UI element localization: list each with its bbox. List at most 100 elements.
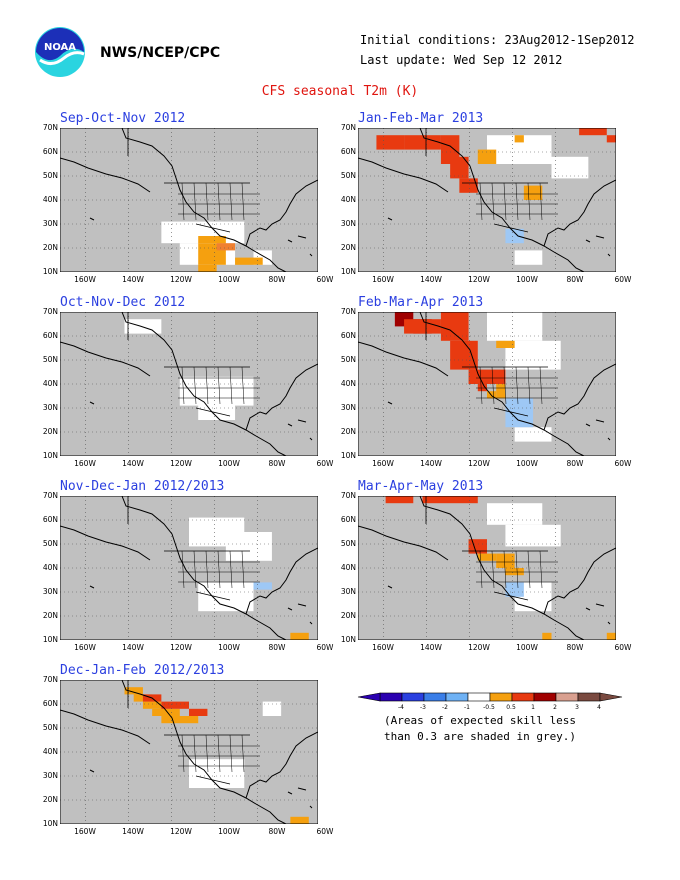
color-legend: -4 -3 -2 -1 -0.5 0.5 1 2 3 4 xyxy=(357,692,623,711)
y-tick-label: 70N xyxy=(42,491,58,500)
anomaly-cell xyxy=(606,632,616,640)
anomaly-cell xyxy=(290,816,309,824)
anomaly-cell xyxy=(496,340,515,348)
anomaly-cell xyxy=(198,236,226,244)
x-tick-label: 140W xyxy=(122,643,144,652)
x-tick-label: 100W xyxy=(218,275,240,284)
legend-tick-label: 2 xyxy=(553,704,557,711)
legend-swatch xyxy=(467,692,491,702)
anomaly-cell xyxy=(385,496,414,504)
y-tick-label: 20N xyxy=(42,427,58,436)
x-tick-label: 60W xyxy=(316,827,334,836)
initial-conditions: Initial conditions: 23Aug2012-1Sep2012 xyxy=(360,33,635,47)
legend-tick-label: -2 xyxy=(442,704,448,711)
anomaly-cell xyxy=(142,701,162,709)
x-tick-label: 160W xyxy=(372,643,394,652)
y-tick-label: 30N xyxy=(42,771,58,780)
y-tick-label: 10N xyxy=(340,267,356,276)
y-tick-label: 10N xyxy=(42,819,58,828)
x-tick-label: 80W xyxy=(566,459,584,468)
panel-title: Nov-Dec-Jan 2012/2013 xyxy=(60,479,225,494)
x-tick-label: 160W xyxy=(74,459,96,468)
x-tick-label: 100W xyxy=(516,643,538,652)
x-tick-label: 140W xyxy=(420,643,442,652)
y-tick-label: 10N xyxy=(42,451,58,460)
y-tick-label: 10N xyxy=(340,451,356,460)
y-tick-label: 60N xyxy=(340,331,356,340)
legend-tick-label: -3 xyxy=(420,704,426,711)
x-tick-label: 60W xyxy=(316,459,334,468)
x-tick-label: 160W xyxy=(74,275,96,284)
legend-swatch xyxy=(379,692,403,702)
legend-swatch xyxy=(445,692,469,702)
y-tick-label: 70N xyxy=(340,307,356,316)
x-tick-label: 160W xyxy=(372,275,394,284)
y-tick-label: 60N xyxy=(340,515,356,524)
org-name: NWS/NCEP/CPC xyxy=(100,45,221,61)
y-tick-label: 70N xyxy=(340,123,356,132)
x-tick-label: 80W xyxy=(268,459,286,468)
y-tick-label: 50N xyxy=(340,171,356,180)
forecast-map xyxy=(60,128,318,272)
x-tick-label: 160W xyxy=(74,643,96,652)
x-tick-label: 140W xyxy=(122,827,144,836)
logo-text: NOAA xyxy=(44,42,76,53)
anomaly-cell xyxy=(253,582,272,590)
x-tick-label: 120W xyxy=(170,827,192,836)
anomaly-cell xyxy=(290,632,309,640)
legend-high-arrow xyxy=(599,692,623,702)
y-tick-label: 40N xyxy=(340,379,356,388)
x-tick-label: 100W xyxy=(516,275,538,284)
anomaly-cell xyxy=(542,632,552,640)
anomaly-cell xyxy=(161,701,189,709)
anomaly-cell xyxy=(459,178,478,193)
y-tick-label: 20N xyxy=(42,243,58,252)
x-tick-label: 60W xyxy=(316,643,334,652)
y-tick-label: 70N xyxy=(42,675,58,684)
legend-note-line1: (Areas of expected skill less xyxy=(384,714,577,727)
forecast-map xyxy=(358,128,616,272)
anomaly-cell xyxy=(514,135,524,143)
panel-title: Oct-Nov-Dec 2012 xyxy=(60,295,186,310)
x-tick-label: 60W xyxy=(614,643,632,652)
y-tick-label: 60N xyxy=(42,515,58,524)
anomaly-cell xyxy=(477,384,487,392)
y-tick-label: 30N xyxy=(340,219,356,228)
y-tick-label: 40N xyxy=(42,379,58,388)
anomaly-cell xyxy=(505,228,524,244)
x-tick-label: 60W xyxy=(614,459,632,468)
panel-title: Dec-Jan-Feb 2012/2013 xyxy=(60,663,225,678)
y-tick-label: 60N xyxy=(42,699,58,708)
anomaly-cell xyxy=(496,553,515,568)
forecast-map xyxy=(60,496,318,640)
y-tick-label: 10N xyxy=(42,635,58,644)
y-tick-label: 30N xyxy=(42,587,58,596)
y-tick-label: 40N xyxy=(42,195,58,204)
x-tick-label: 160W xyxy=(74,827,96,836)
x-tick-label: 140W xyxy=(122,459,144,468)
y-tick-label: 30N xyxy=(42,403,58,412)
anomaly-cell xyxy=(235,257,263,265)
y-tick-label: 50N xyxy=(42,723,58,732)
x-tick-label: 120W xyxy=(170,643,192,652)
legend-tick-label: -0.5 xyxy=(483,704,495,711)
y-tick-label: 30N xyxy=(340,587,356,596)
y-tick-label: 30N xyxy=(340,403,356,412)
x-tick-label: 100W xyxy=(218,459,240,468)
y-tick-label: 60N xyxy=(42,147,58,156)
forecast-map xyxy=(358,496,616,640)
forecast-map xyxy=(358,312,616,456)
anomaly-cell xyxy=(477,553,497,561)
y-tick-label: 20N xyxy=(340,243,356,252)
legend-tick-label: -4 xyxy=(398,704,404,711)
y-tick-label: 10N xyxy=(42,267,58,276)
anomaly-cell xyxy=(505,398,534,428)
anomaly-cell xyxy=(496,384,506,399)
x-tick-label: 100W xyxy=(516,459,538,468)
y-tick-label: 40N xyxy=(340,563,356,572)
panel-title: Feb-Mar-Apr 2013 xyxy=(358,295,484,310)
last-update: Last update: Wed Sep 12 2012 xyxy=(360,53,563,67)
anomaly-cell xyxy=(477,149,497,164)
anomaly-cell xyxy=(468,369,506,384)
anomaly-cell xyxy=(579,128,607,136)
